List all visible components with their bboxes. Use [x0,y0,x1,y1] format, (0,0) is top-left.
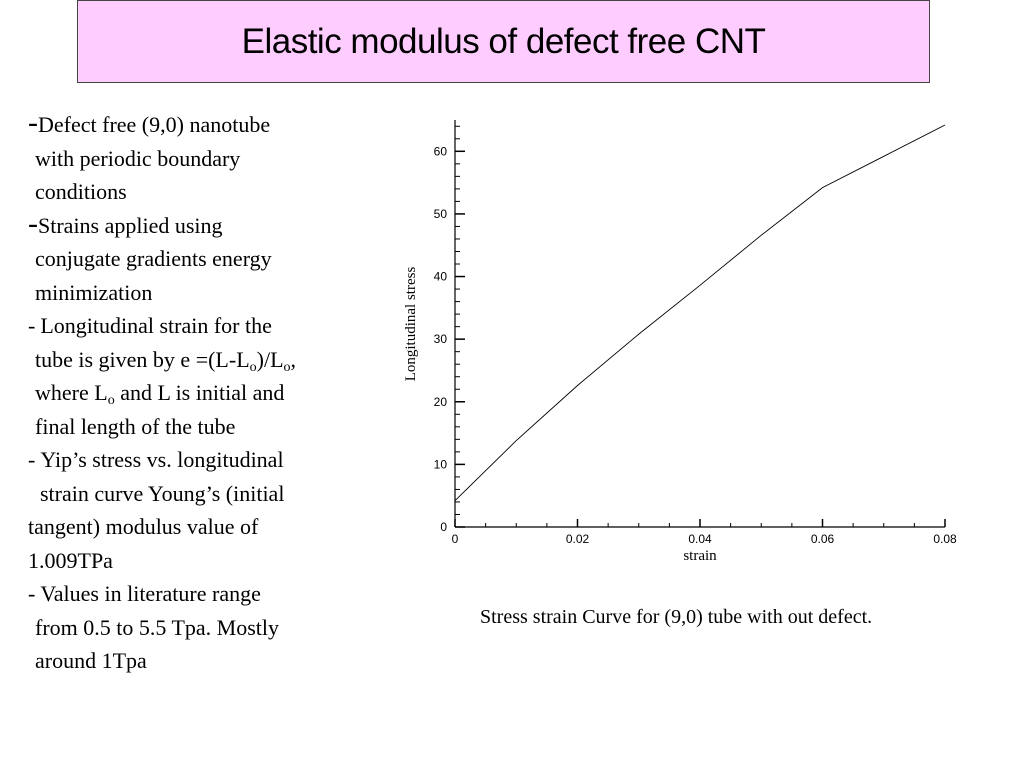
formula-subscript: o [249,359,257,375]
bullet-dash: - [28,447,36,472]
series-line [454,124,946,502]
y-tick-label: 60 [434,144,448,158]
bullet-list: -Defect free (9,0) nanotube with periodi… [28,108,398,678]
strain-formula-line: tube is given by e =(L-Lo)/Lo, [28,343,398,377]
x-tick-label: 0.04 [688,532,712,546]
chart-caption: Stress strain Curve for (9,0) tube with … [480,606,873,628]
bullet-item-4: - Yip’s stress vs. longitudinal strain cu… [28,443,398,577]
y-tick-label: 40 [434,270,448,284]
x-tick-label: 0.02 [566,532,590,546]
y-tick-label: 30 [434,332,448,346]
bullet-text: from 0.5 to 5.5 Tpa. Mostly [35,614,280,640]
bullet-dash: - [28,206,38,240]
bullet-text: Defect free (9,0) nanotube [38,112,271,137]
y-tick-label: 20 [434,395,448,409]
x-tick-label: 0.08 [933,532,957,546]
x-ticks: 0 0.02 0.04 0.06 0.08 [452,519,957,546]
bullet-text: Yip’s stress vs. longitudinal [40,447,284,472]
title-box: Elastic modulus of defect free CNT [77,0,930,83]
bullet-text: where L [35,380,108,405]
bullet-item-1: -Defect free (9,0) nanotube with periodi… [28,108,398,209]
bullet-text: 1.009TPa [28,547,113,573]
bullet-text: conditions [35,179,127,204]
bullet-text: conjugate gradients energy [35,246,272,271]
bullet-item-5: - Values in literature range from 0.5 to … [28,577,398,678]
bullet-dash: - [28,313,36,338]
bullet-text: around 1Tpa [35,648,147,673]
y-axis-label: Longitudinal stress [403,267,419,382]
bullet-item-3: - Longitudinal strain for the tube is giv… [28,309,398,443]
bullet-text: strain curve Young’s (initial [40,480,285,506]
chart-axes [454,120,945,528]
formula-subscript: o [107,393,115,408]
bullet-text: and L is initial and [114,380,285,405]
slide-title: Elastic modulus of defect free CNT [241,21,766,61]
x-axis-label: strain [683,548,717,564]
bullet-text: Strains applied using [38,212,223,238]
bullet-text-line: where Lo and L is initial and [28,376,398,410]
formula-subscript: o [283,359,291,375]
x-tick-label: 0.06 [811,532,835,546]
bullet-text: Values in literature range [40,581,261,606]
formula-text: tube is given by e =(L-L [35,346,250,372]
series-group [454,124,946,502]
bullet-dash: - [28,106,38,139]
bullet-item-2: -Strains applied using conjugate gradien… [28,206,398,310]
bullet-text: with periodic boundary [35,145,241,171]
bullet-text: Longitudinal strain for the [40,313,272,338]
bullet-text: final length of the tube [35,413,236,439]
bullet-text: tangent) modulus value of [28,514,259,539]
bullet-text: minimization [35,279,153,305]
x-tick-label: 0 [452,532,459,546]
formula-text: )/L [256,346,284,372]
stress-strain-chart: 0 0.02 0.04 0.06 0.08 0 10 20 30 40 50 60 strain L… [403,120,957,564]
y-tick-label: 10 [434,457,448,471]
y-tick-label: 0 [440,520,447,534]
bullet-dash: - [28,581,36,606]
formula-text: , [290,346,297,372]
y-ticks: 0 10 20 30 40 50 60 [434,125,465,534]
y-tick-label: 50 [434,207,448,221]
